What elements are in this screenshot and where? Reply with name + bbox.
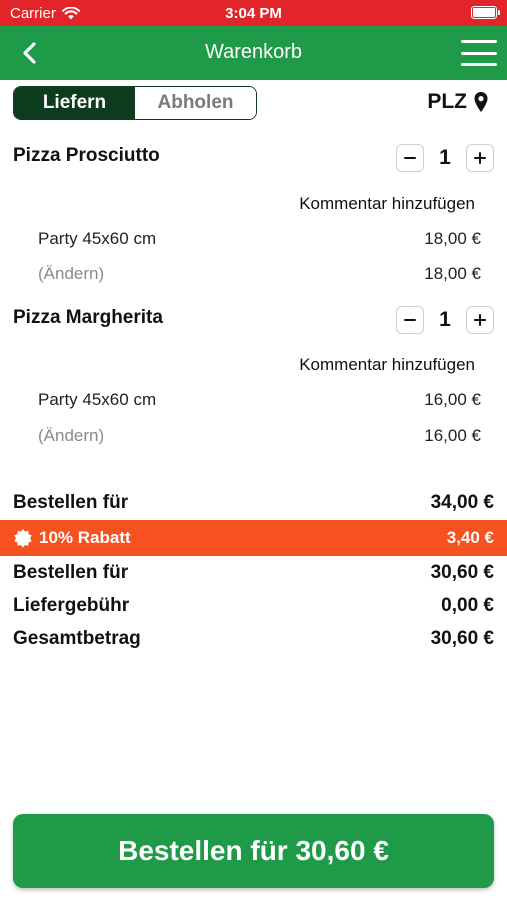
delivery-fee-row: Liefergebühr 0,00 € [13,595,494,617]
discount-bar: 10% Rabatt 3,40 € [0,520,507,556]
add-comment-link[interactable]: Kommentar hinzufügen [299,355,475,374]
after-discount-label: Bestellen für [13,562,129,583]
item-total-price: 16,00 € [424,426,481,445]
cart-item-name: Pizza Margherita [13,307,163,328]
plus-icon [474,152,486,164]
wifi-icon [61,7,80,20]
delivery-mode-segment: Liefern Abholen [13,86,257,120]
delivery-fee-label: Liefergebühr [13,595,130,616]
quantity-value: 1 [439,308,451,331]
page-title: Warenkorb [204,41,303,63]
change-item-link[interactable]: (Ändern) [38,264,105,283]
carrier-label: Carrier [10,5,56,22]
total-label: Gesamtbetrag [13,628,141,649]
subtotal-value: 34,00 € [430,492,494,513]
status-bar: Carrier 3:04 PM [0,0,507,26]
total-value: 30,60 € [430,628,494,649]
badge-icon [14,529,32,548]
total-row: Gesamtbetrag 30,60 € [13,628,494,650]
nav-bar: Warenkorb [0,26,507,80]
after-discount-value: 30,60 € [430,562,494,583]
back-button[interactable] [14,38,44,68]
discount-value: 3,40 € [446,528,494,547]
subtotal-row: Bestellen für 34,00 € [13,492,494,514]
add-comment-link[interactable]: Kommentar hinzufügen [299,194,475,213]
minus-icon [404,319,416,321]
hamburger-menu-icon[interactable] [461,38,497,68]
change-item-link[interactable]: (Ändern) [38,426,105,445]
minus-icon [404,157,416,159]
decrease-quantity-button[interactable] [396,306,424,334]
item-size-price: 18,00 € [424,229,481,248]
delivery-fee-value: 0,00 € [441,595,494,616]
subtotal-label: Bestellen für [13,492,129,513]
plz-button[interactable]: PLZ [427,90,489,114]
decrease-quantity-button[interactable] [396,144,424,172]
after-discount-row: Bestellen für 30,60 € [13,562,494,584]
item-size: Party 45x60 cm [38,229,157,248]
quantity-value: 1 [439,146,451,169]
item-size-price: 16,00 € [424,390,481,409]
discount-label: 10% Rabatt [39,528,131,547]
item-total-price: 18,00 € [424,264,481,283]
battery-icon [471,6,500,19]
plz-label: PLZ [427,90,467,113]
increase-quantity-button[interactable] [466,306,494,334]
item-size: Party 45x60 cm [38,390,157,409]
location-pin-icon [474,92,488,112]
cart-item-name: Pizza Prosciutto [13,145,160,166]
tab-deliver[interactable]: Liefern [14,87,135,119]
status-time: 3:04 PM [225,5,282,22]
quantity-stepper: 1 [396,144,494,172]
increase-quantity-button[interactable] [466,144,494,172]
plus-icon [474,314,486,326]
quantity-stepper: 1 [396,306,494,334]
tab-pickup[interactable]: Abholen [135,87,256,119]
place-order-button[interactable]: Bestellen für 30,60 € [13,814,494,888]
carrier-info: Carrier [10,5,80,22]
chevron-left-icon [23,42,36,64]
